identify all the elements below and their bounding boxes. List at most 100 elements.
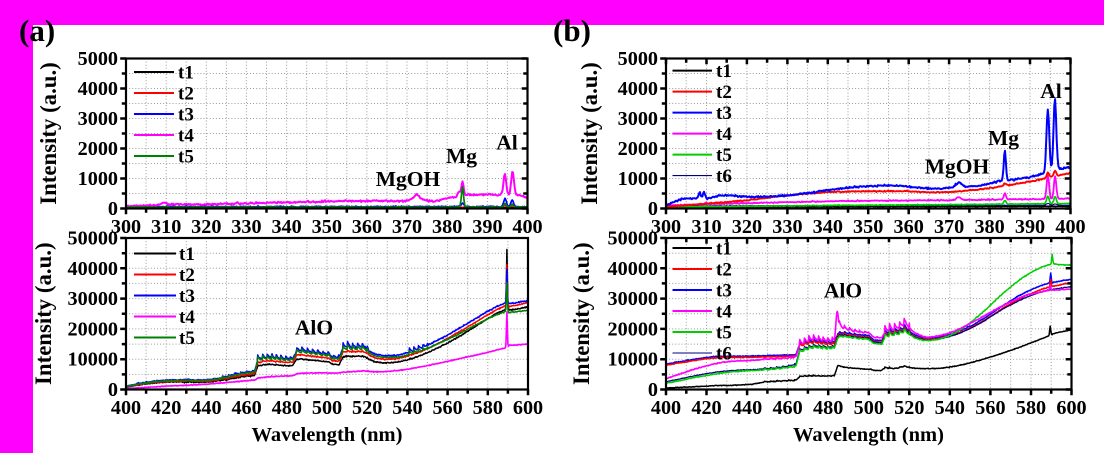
svg-text:340: 340 [271, 216, 301, 238]
svg-text:460: 460 [231, 397, 261, 419]
svg-text:600: 600 [1056, 397, 1086, 419]
svg-text:390: 390 [472, 216, 502, 238]
svg-text:350: 350 [853, 216, 883, 238]
svg-text:320: 320 [732, 216, 762, 238]
svg-text:380: 380 [432, 216, 462, 238]
svg-text:0: 0 [648, 198, 658, 220]
svg-text:30000: 30000 [68, 288, 118, 310]
svg-text:AlO: AlO [295, 316, 333, 340]
svg-text:(b): (b) [553, 13, 591, 48]
svg-text:Intensity (a.u.): Intensity (a.u.) [31, 242, 56, 385]
svg-text:Al: Al [496, 131, 518, 155]
svg-text:2000: 2000 [618, 138, 658, 160]
svg-text:Intensity (a.u.): Intensity (a.u.) [569, 242, 594, 385]
svg-text:t1: t1 [716, 61, 732, 82]
svg-text:t4: t4 [716, 302, 732, 323]
svg-text:AlO: AlO [824, 279, 862, 303]
svg-text:360: 360 [894, 216, 924, 238]
svg-text:400: 400 [512, 216, 542, 238]
svg-text:Mg: Mg [988, 126, 1019, 150]
svg-text:520: 520 [352, 397, 382, 419]
svg-text:50000: 50000 [608, 228, 658, 250]
svg-text:310: 310 [691, 216, 721, 238]
svg-text:Mg: Mg [446, 144, 477, 168]
svg-text:540: 540 [392, 397, 422, 419]
svg-text:t3: t3 [716, 103, 732, 124]
svg-text:t4: t4 [179, 307, 195, 328]
svg-text:380: 380 [974, 216, 1004, 238]
svg-text:1000: 1000 [78, 168, 118, 190]
svg-text:Wavelength (nm): Wavelength (nm) [252, 424, 403, 446]
svg-text:t1: t1 [179, 244, 195, 265]
svg-text:0: 0 [648, 379, 658, 401]
svg-text:0: 0 [108, 198, 118, 220]
svg-text:300: 300 [651, 216, 681, 238]
svg-text:5000: 5000 [78, 48, 118, 70]
svg-text:0: 0 [108, 379, 118, 401]
svg-text:t5: t5 [179, 328, 195, 349]
svg-text:360: 360 [352, 216, 382, 238]
svg-text:40000: 40000 [608, 258, 658, 280]
svg-text:MgOH: MgOH [376, 167, 441, 191]
svg-text:t3: t3 [178, 105, 194, 126]
svg-text:400: 400 [651, 397, 681, 419]
svg-text:t2: t2 [716, 82, 732, 103]
svg-text:3000: 3000 [618, 108, 658, 130]
svg-text:540: 540 [935, 397, 965, 419]
svg-text:t4: t4 [716, 124, 732, 145]
svg-text:500: 500 [312, 397, 342, 419]
svg-text:400: 400 [111, 397, 141, 419]
svg-text:t2: t2 [178, 84, 194, 105]
svg-text:50000: 50000 [68, 228, 118, 250]
svg-text:20000: 20000 [68, 318, 118, 340]
svg-text:500: 500 [854, 397, 884, 419]
svg-text:10000: 10000 [608, 349, 658, 371]
svg-text:2000: 2000 [78, 138, 118, 160]
svg-text:10000: 10000 [68, 349, 118, 371]
svg-text:1000: 1000 [618, 168, 658, 190]
svg-text:400: 400 [1055, 216, 1085, 238]
svg-text:390: 390 [1015, 216, 1045, 238]
svg-text:(a): (a) [19, 13, 55, 48]
svg-text:340: 340 [813, 216, 843, 238]
svg-text:330: 330 [772, 216, 802, 238]
svg-text:4000: 4000 [618, 78, 658, 100]
svg-text:t2: t2 [716, 260, 732, 281]
svg-text:580: 580 [1016, 397, 1046, 419]
svg-text:5000: 5000 [618, 48, 658, 70]
svg-text:t1: t1 [178, 63, 194, 84]
svg-text:MgOH: MgOH [925, 155, 990, 179]
svg-text:30000: 30000 [608, 288, 658, 310]
svg-text:560: 560 [975, 397, 1005, 419]
svg-text:320: 320 [191, 216, 221, 238]
svg-text:40000: 40000 [68, 258, 118, 280]
svg-text:20000: 20000 [608, 318, 658, 340]
svg-text:Wavelength (nm): Wavelength (nm) [793, 424, 944, 446]
svg-text:520: 520 [894, 397, 924, 419]
svg-text:310: 310 [151, 216, 181, 238]
svg-text:330: 330 [231, 216, 261, 238]
svg-text:t2: t2 [179, 265, 195, 286]
svg-text:t3: t3 [716, 281, 732, 302]
svg-text:420: 420 [691, 397, 721, 419]
svg-text:Al: Al [1040, 79, 1062, 103]
svg-text:Intensity (a.u.): Intensity (a.u.) [36, 62, 61, 205]
svg-text:350: 350 [312, 216, 342, 238]
svg-text:460: 460 [772, 397, 802, 419]
svg-text:t1: t1 [716, 239, 732, 260]
svg-text:560: 560 [432, 397, 462, 419]
svg-text:370: 370 [934, 216, 964, 238]
svg-text:300: 300 [111, 216, 141, 238]
svg-text:t5: t5 [716, 323, 732, 344]
svg-text:t4: t4 [178, 126, 194, 147]
svg-text:480: 480 [272, 397, 302, 419]
svg-text:3000: 3000 [78, 108, 118, 130]
svg-text:440: 440 [732, 397, 762, 419]
svg-text:4000: 4000 [78, 78, 118, 100]
svg-text:t6: t6 [716, 344, 732, 365]
svg-text:420: 420 [151, 397, 181, 419]
svg-text:600: 600 [513, 397, 543, 419]
svg-text:t5: t5 [178, 147, 194, 168]
svg-text:t6: t6 [716, 166, 732, 187]
svg-text:t3: t3 [179, 286, 195, 307]
